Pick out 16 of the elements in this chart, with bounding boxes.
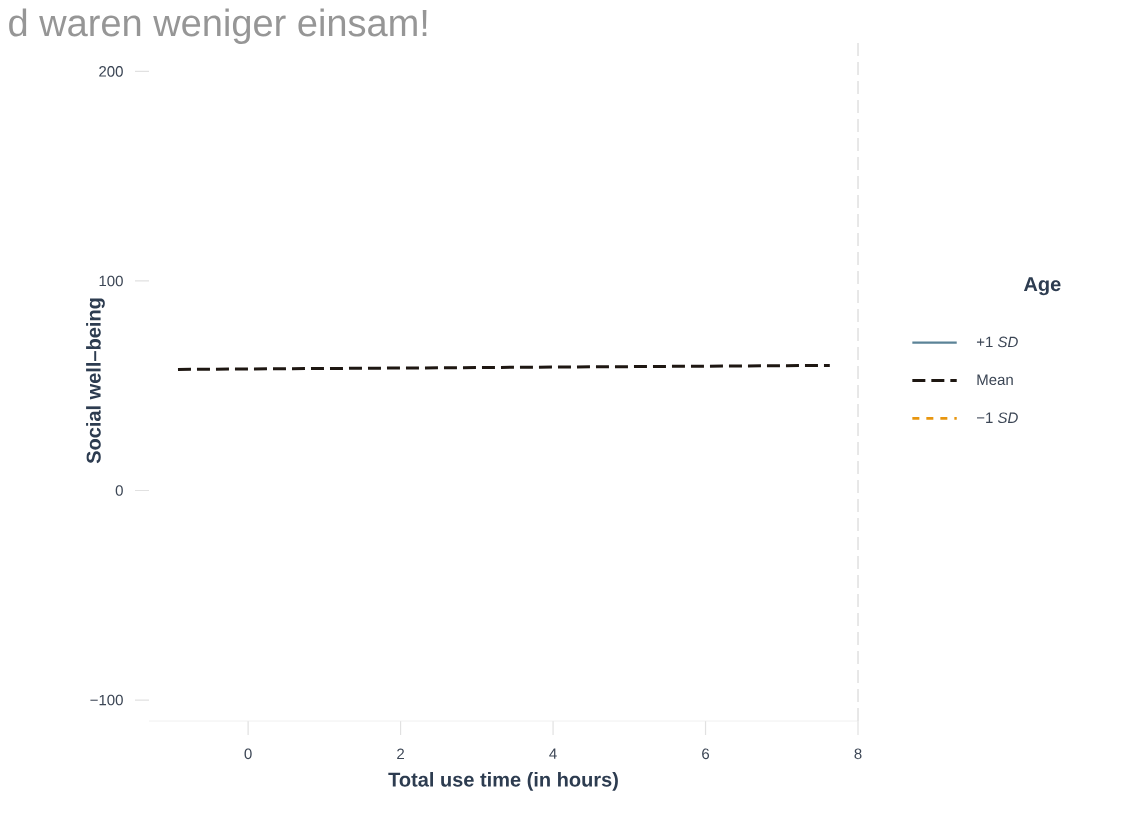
legend-label: −1 SD [976, 412, 1018, 424]
x-tick-label: 2 [397, 748, 404, 760]
y-tick-label: 0 [115, 485, 123, 496]
legend-label: +1 SD [976, 336, 1018, 348]
y-tick-label: −100 [90, 694, 123, 706]
x-tick-label: 6 [702, 748, 710, 760]
x-tick-label: 8 [854, 748, 862, 760]
legend-title: Age [1023, 277, 1061, 296]
chart-title: d waren weniger einsam! [9, 8, 427, 44]
x-tick-label: 4 [549, 748, 557, 759]
y-tick-label: 200 [99, 66, 123, 77]
x-axis-title: Total use time (in hours) [388, 772, 618, 791]
y-axis-title: Social well–being [86, 298, 105, 464]
y-tick-label: 100 [99, 275, 123, 287]
legend-label: Mean [977, 374, 1013, 386]
x-tick-label: 0 [244, 748, 252, 760]
